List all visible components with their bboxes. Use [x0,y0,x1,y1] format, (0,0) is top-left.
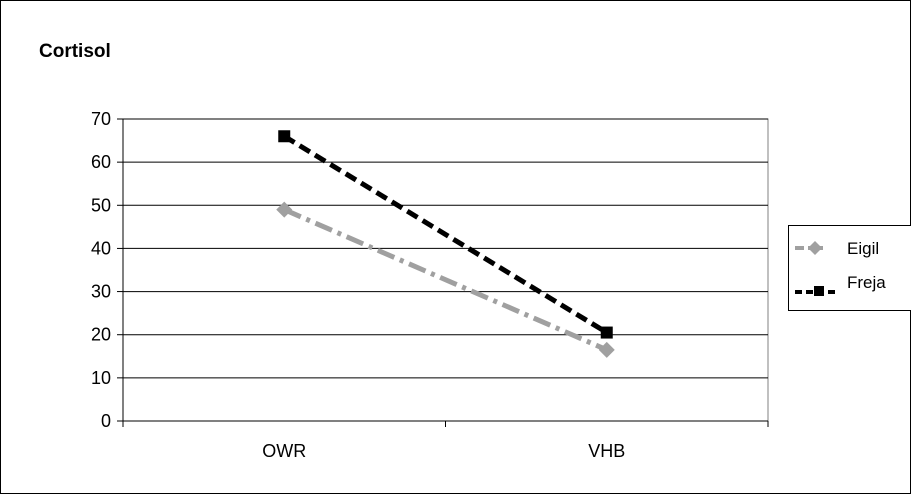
legend-graphic: Eigil Freja [795,239,886,296]
legend-marker-freja [814,286,824,296]
plot-border [122,118,769,422]
data-point-freja [600,326,613,339]
series-group [276,130,615,358]
y-tick-label: 10 [91,368,111,388]
legend-label-eigil: Eigil [847,239,879,258]
legend: Eigil Freja [788,225,911,311]
y-tick-label: 50 [91,195,111,215]
legend-label-freja: Freja [847,273,886,292]
y-tick-label: 70 [91,109,111,129]
legend-item-eigil: Eigil [795,239,879,258]
y-tick-label: 40 [91,238,111,258]
x-tick-label: VHB [588,441,625,461]
series-line-eigil [283,207,608,353]
chart-title: Cortisol [39,41,111,62]
y-tick-label: 30 [91,282,111,302]
gridlines [123,118,768,379]
x-axis: OWR VHB [122,420,769,461]
x-tick-label: OWR [262,441,306,461]
y-tick-label: 0 [101,411,111,431]
y-axis: 0 10 20 30 40 50 60 70 [91,109,124,431]
data-point-eigil [276,201,293,218]
legend-item-freja: Freja [795,273,886,296]
series-line-freja [282,134,609,335]
y-tick-label: 60 [91,152,111,172]
legend-marker-eigil [808,241,822,255]
data-point-freja [278,130,291,143]
y-tick-label: 20 [91,325,111,345]
data-point-eigil [598,341,615,358]
